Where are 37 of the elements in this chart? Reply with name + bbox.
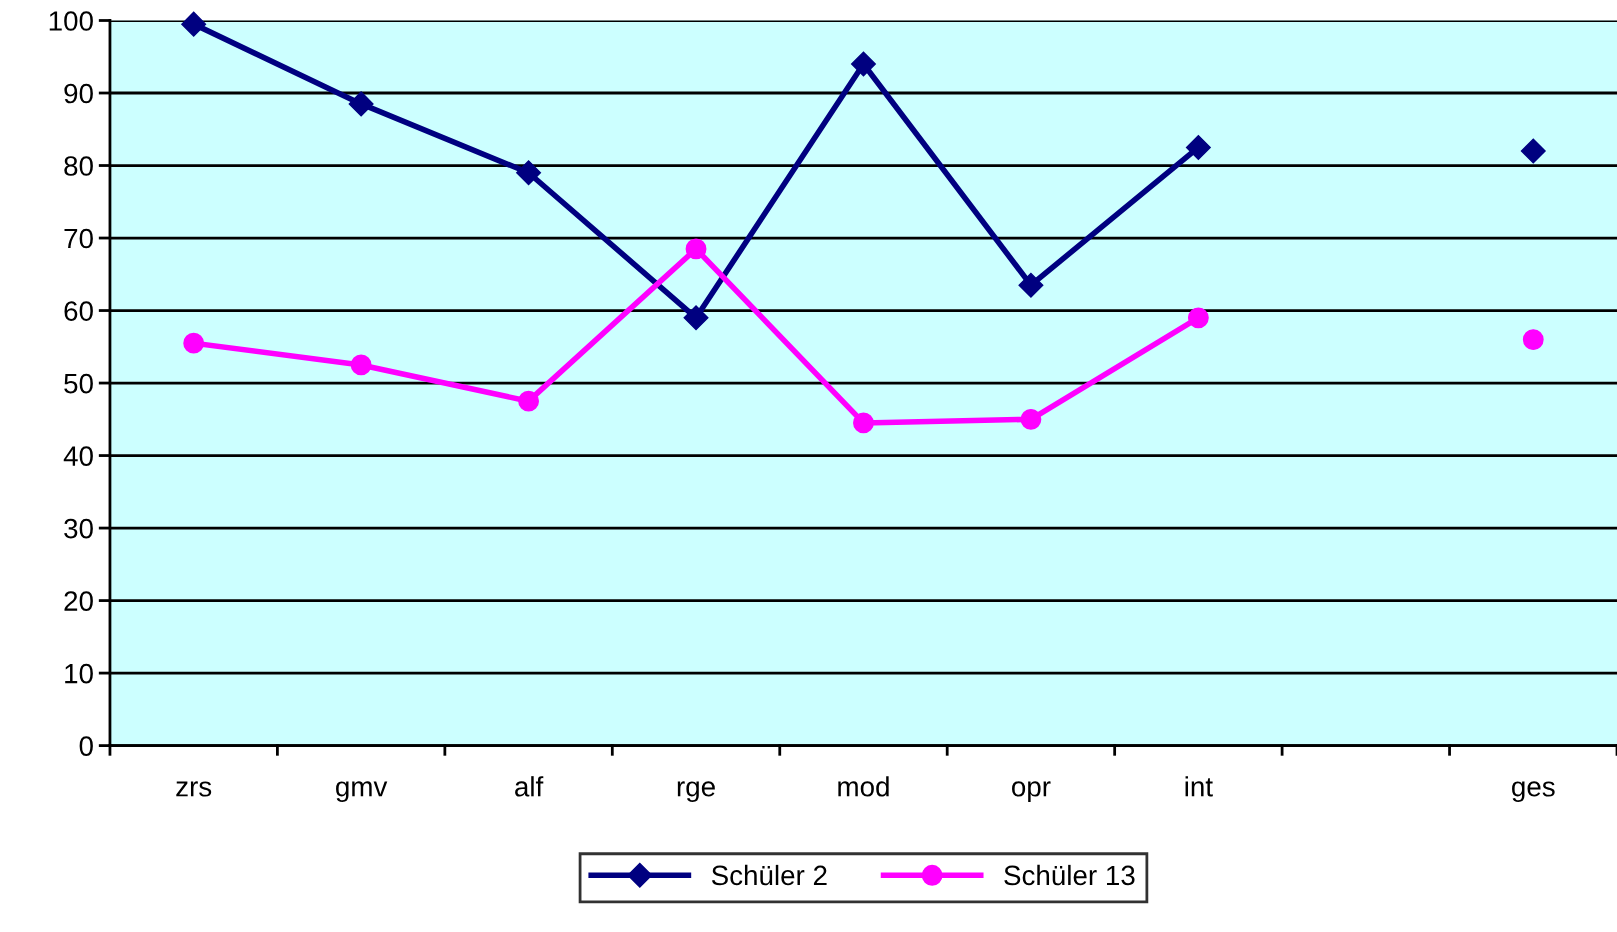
y-tick-label: 0 — [79, 736, 93, 756]
point — [1018, 272, 1044, 298]
x-tick-label: gmv — [336, 781, 388, 803]
y-tick-label: 70 — [64, 228, 93, 249]
x-tick-label: mod — [838, 776, 889, 797]
point — [350, 354, 372, 376]
y-tick-label: 10 — [65, 663, 93, 684]
point — [516, 160, 542, 186]
y-tick-label: 30 — [64, 518, 93, 539]
x-tick-label: opr — [1012, 781, 1051, 803]
y-tick-label: 90 — [64, 83, 93, 104]
y-tick-label: 20 — [64, 591, 93, 611]
y-tick-label: 40 — [63, 446, 93, 466]
point — [850, 51, 876, 77]
point — [183, 332, 205, 354]
point — [853, 412, 874, 434]
legend-label: Schüler 13 — [1004, 864, 1135, 886]
legend-label: Schüler 2 — [711, 864, 827, 886]
point — [1522, 329, 1544, 350]
point — [348, 91, 374, 117]
x-tick-label: ges — [1512, 781, 1555, 803]
x-tick-label: int — [1185, 776, 1213, 797]
y-tick-label: 80 — [64, 156, 93, 176]
x-tick-label: alf — [515, 776, 544, 797]
y-tick-label: 60 — [64, 301, 93, 321]
point — [1187, 307, 1209, 329]
x-tick-label: zrs — [176, 781, 212, 797]
point — [1185, 134, 1211, 160]
point — [685, 238, 707, 260]
y-tick-label: 100 — [49, 11, 93, 31]
point — [1520, 138, 1546, 164]
point — [518, 390, 539, 412]
point — [181, 11, 207, 37]
point — [683, 305, 709, 331]
point — [1020, 408, 1042, 430]
x-tick-label: rge — [677, 781, 715, 803]
y-tick-label: 50 — [64, 373, 93, 394]
